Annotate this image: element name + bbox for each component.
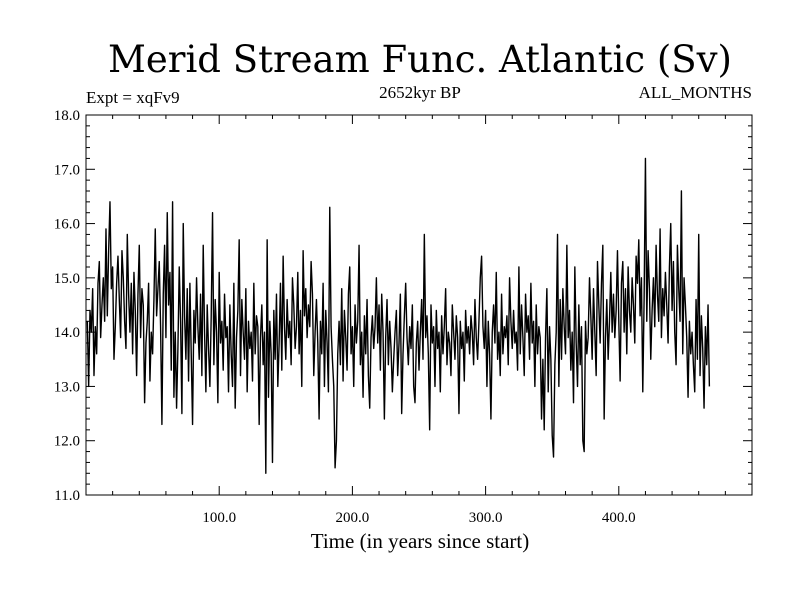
period-label: 2652kyr BP	[379, 83, 461, 102]
plot-frame	[85, 114, 753, 496]
y-tick-label: 13.0	[54, 379, 80, 395]
x-tick-label: 200.0	[336, 510, 370, 526]
y-tick-label: 14.0	[54, 325, 80, 341]
x-axis: 100.0 200.0 300.0 400.0	[112, 115, 726, 526]
chart-title: Merid Stream Func. Atlantic (Sv)	[108, 38, 732, 81]
months-label: ALL_MONTHS	[639, 83, 752, 102]
experiment-label: Expt = xqFv9	[86, 88, 180, 107]
y-tick-label: 16.0	[54, 217, 80, 233]
y-tick-label: 18.0	[54, 108, 80, 124]
y-tick-label: 17.0	[54, 162, 80, 178]
x-tick-label: 400.0	[602, 510, 636, 526]
y-tick-label: 11.0	[54, 488, 80, 504]
y-tick-label: 15.0	[54, 271, 80, 287]
y-tick-label: 12.0	[54, 434, 80, 450]
series-line	[86, 157, 711, 474]
x-axis-label: Time (in years since start)	[311, 529, 530, 553]
x-tick-label: 300.0	[469, 510, 503, 526]
y-axis: 11.0 12.0 13.0 14.0 15.0 16.0 17.0 18.0	[54, 108, 752, 504]
x-tick-label: 100.0	[202, 510, 236, 526]
